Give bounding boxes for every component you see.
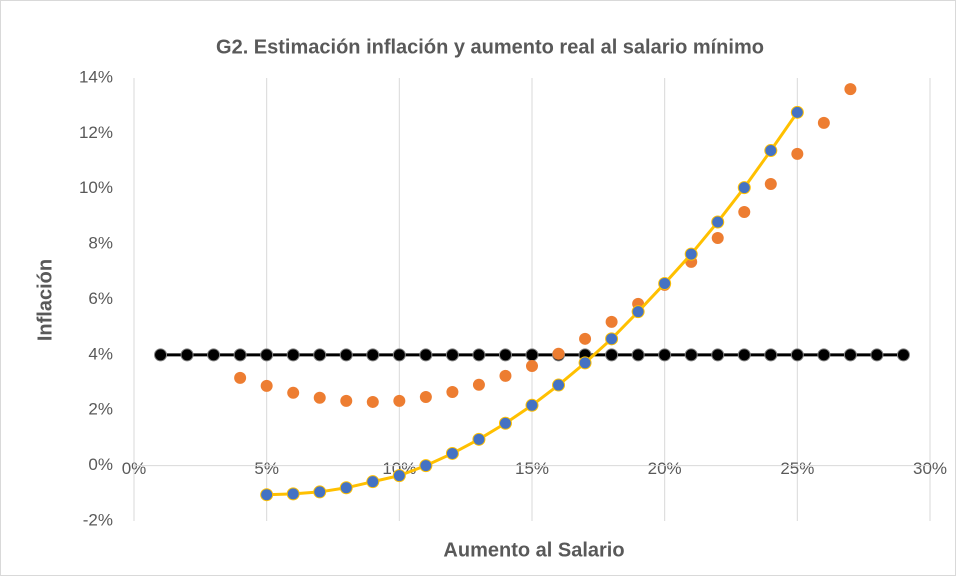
point: [366, 475, 380, 489]
y-tick-label: 4%: [88, 344, 113, 363]
y-tick-label: 6%: [88, 289, 113, 308]
point: [711, 348, 725, 362]
point: [605, 332, 619, 346]
point: [578, 356, 592, 370]
point: [339, 481, 353, 495]
chart-title: G2. Estimación inflación y aumento real …: [216, 36, 764, 58]
point: [552, 347, 565, 360]
point: [579, 332, 592, 345]
point: [472, 348, 486, 362]
point: [605, 348, 619, 362]
point: [631, 348, 645, 362]
point: [843, 348, 857, 362]
point: [445, 446, 459, 460]
point: [419, 459, 433, 473]
y-tick-label: 12%: [79, 123, 113, 142]
point: [790, 105, 804, 119]
point: [605, 315, 618, 328]
point: [525, 398, 539, 412]
point: [340, 394, 353, 407]
point: [419, 390, 432, 403]
x-tick-label: 15%: [515, 459, 549, 478]
point: [313, 391, 326, 404]
point: [684, 348, 698, 362]
point: [552, 378, 566, 392]
point: [366, 395, 379, 408]
point: [498, 416, 512, 430]
point: [366, 348, 380, 362]
point: [738, 206, 751, 219]
y-tick-label: 0%: [88, 455, 113, 474]
y-tick-label: 14%: [79, 67, 113, 86]
point: [234, 371, 247, 384]
point: [392, 469, 406, 483]
point: [419, 348, 433, 362]
point: [207, 348, 221, 362]
point: [737, 181, 751, 195]
point: [525, 348, 539, 362]
point: [791, 147, 804, 160]
x-axis-label: Aumento al Salario: [443, 539, 624, 561]
x-tick-label: 0%: [122, 459, 147, 478]
point: [658, 348, 672, 362]
point: [180, 348, 194, 362]
y-tick-label: -2%: [83, 510, 113, 529]
y-tick-label: 10%: [79, 178, 113, 197]
point: [286, 348, 300, 362]
point: [472, 378, 485, 391]
y-tick-label: 8%: [88, 234, 113, 253]
point: [764, 348, 778, 362]
point: [393, 394, 406, 407]
x-tick-label: 25%: [780, 459, 814, 478]
y-tick-label: 2%: [88, 400, 113, 419]
point: [658, 276, 672, 290]
point: [498, 348, 512, 362]
point: [764, 178, 777, 191]
point: [844, 83, 857, 96]
point: [499, 369, 512, 382]
point: [817, 348, 831, 362]
point: [711, 232, 724, 245]
x-tick-label: 5%: [254, 459, 279, 478]
point: [896, 348, 910, 362]
y-axis-label: Inflación: [34, 259, 56, 341]
x-tick-label: 30%: [913, 459, 947, 478]
point: [684, 247, 698, 261]
point: [392, 348, 406, 362]
point: [339, 348, 353, 362]
point: [764, 144, 778, 158]
point: [526, 359, 538, 372]
point: [472, 432, 486, 446]
x-tick-label: 20%: [648, 459, 682, 478]
point: [631, 305, 645, 319]
point: [286, 487, 300, 501]
point: [711, 215, 725, 229]
point: [313, 348, 327, 362]
point: [260, 348, 274, 362]
point: [817, 116, 830, 129]
point: [260, 488, 274, 502]
point: [445, 348, 459, 362]
point: [446, 385, 459, 398]
point: [233, 348, 247, 362]
point: [287, 386, 300, 399]
point: [737, 348, 751, 362]
point: [313, 485, 327, 499]
point: [260, 379, 273, 392]
point: [154, 348, 168, 362]
point: [790, 348, 804, 362]
point: [870, 348, 884, 362]
